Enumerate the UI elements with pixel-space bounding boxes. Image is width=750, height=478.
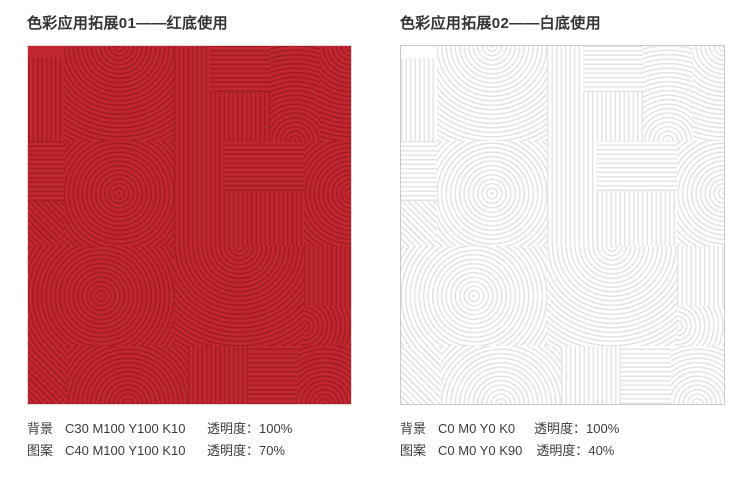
spec-row-background: 背景 C30 M100 Y100 K10 透明度：100% — [27, 418, 352, 440]
spec-opacity: 透明度：40% — [536, 440, 614, 462]
spec-list-white: 背景 C0 M0 Y0 K0 透明度：100% 图案 C0 M0 Y0 K90 … — [400, 418, 725, 462]
opacity-label: 透明度： — [207, 443, 260, 458]
pattern-swatch-white — [400, 45, 725, 405]
spec-row-pattern: 图案 C40 M100 Y100 K10 透明度：70% — [27, 440, 352, 462]
panel-white-usage: 色彩应用拓展02——白底使用 背景 C0 M0 Y0 K0 透明度：100% 图… — [400, 13, 725, 462]
panel-red-usage: 色彩应用拓展01——红底使用 背景 C30 M100 Y100 K10 透明度：… — [27, 13, 352, 462]
spec-label: 图案 — [400, 443, 427, 458]
panel-title-white: 色彩应用拓展02——白底使用 — [400, 15, 601, 32]
opacity-label: 透明度： — [207, 421, 260, 436]
opacity-value: 100% — [259, 421, 293, 436]
spec-opacity: 透明度：100% — [207, 418, 292, 440]
opacity-value: 40% — [588, 443, 615, 458]
color-application-sheet: 色彩应用拓展01——红底使用 背景 C30 M100 Y100 K10 透明度：… — [27, 13, 725, 462]
spec-label: 背景 — [400, 421, 427, 436]
spec-cmyk-value: C0 M0 Y0 K90 — [438, 443, 523, 458]
spec-row-background: 背景 C0 M0 Y0 K0 透明度：100% — [400, 418, 725, 440]
spec-label: 图案 — [27, 443, 54, 458]
opacity-label: 透明度： — [534, 421, 587, 436]
spec-cmyk-value: C30 M100 Y100 K10 — [65, 421, 186, 436]
spec-row-pattern: 图案 C0 M0 Y0 K90 透明度：40% — [400, 440, 725, 462]
spec-opacity: 透明度：100% — [534, 418, 619, 440]
spec-cmyk-value: C0 M0 Y0 K0 — [438, 421, 516, 436]
opacity-label: 透明度： — [536, 443, 589, 458]
opacity-value: 100% — [586, 421, 620, 436]
spec-label: 背景 — [27, 421, 54, 436]
spec-list-red: 背景 C30 M100 Y100 K10 透明度：100% 图案 C40 M10… — [27, 418, 352, 462]
spec-opacity: 透明度：70% — [207, 440, 285, 462]
opacity-value: 70% — [259, 443, 286, 458]
spec-cmyk-value: C40 M100 Y100 K10 — [65, 443, 186, 458]
pattern-swatch-red — [27, 45, 352, 405]
panel-title-red: 色彩应用拓展01——红底使用 — [27, 15, 228, 32]
